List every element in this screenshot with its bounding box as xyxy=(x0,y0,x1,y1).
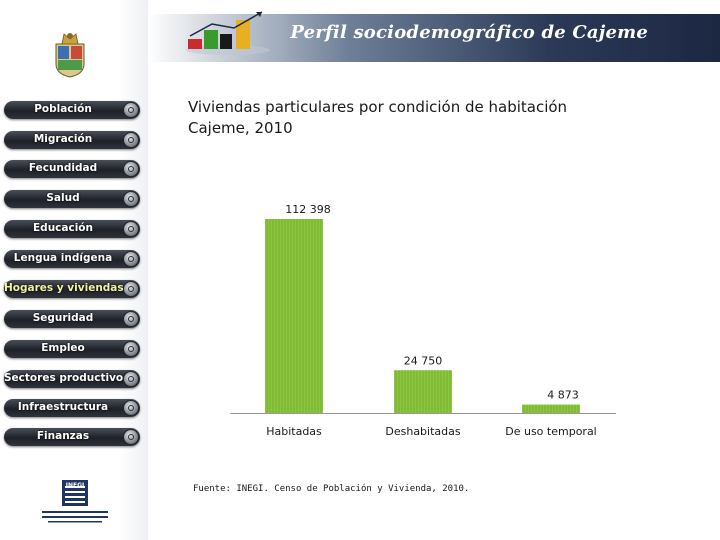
sidebar-item-label: Migración xyxy=(33,133,93,145)
sidebar-item-label: Sectores productivos xyxy=(4,372,130,384)
sidebar-item-seguridad[interactable]: Seguridad xyxy=(4,310,140,328)
sidebar-item-salud[interactable]: Salud xyxy=(4,190,140,208)
category-label: Habitadas xyxy=(266,425,322,438)
sidebar-item-hogares-y-viviendas[interactable]: Hogares y viviendas xyxy=(4,280,140,298)
nav-knob-icon xyxy=(123,341,139,357)
municipal-crest-icon xyxy=(55,33,85,78)
bar-texture xyxy=(523,404,579,413)
sidebar-item-empleo[interactable]: Empleo xyxy=(4,340,140,358)
sidebar-item-finanzas[interactable]: Finanzas xyxy=(4,428,140,446)
category-label: De uso temporal xyxy=(505,425,597,438)
sidebar-item-fecundidad[interactable]: Fecundidad xyxy=(4,160,140,178)
bar-texture xyxy=(395,370,451,413)
nav-knob-icon xyxy=(123,429,139,445)
category-label: Deshabitadas xyxy=(385,425,460,438)
nav-knob-icon xyxy=(123,371,139,387)
nav-knob-icon xyxy=(123,221,139,237)
sidebar-item-poblacion[interactable]: Población xyxy=(4,101,140,119)
sidebar-item-label: Educación xyxy=(33,222,93,234)
data-label: 4 873 xyxy=(547,389,579,402)
nav-knob-icon xyxy=(123,161,139,177)
inegi-logo-icon: INEGI xyxy=(42,480,108,523)
chart-title-block: Viviendas particulares por condición de … xyxy=(188,97,567,139)
sidebar-item-label: Lengua indígena xyxy=(13,252,113,264)
data-label: 24 750 xyxy=(404,354,443,367)
nav-knob-icon xyxy=(123,102,139,118)
sidebar-item-label: Fecundidad xyxy=(28,162,98,174)
sidebar-item-label: Finanzas xyxy=(36,430,90,442)
sidebar-item-label: Empleo xyxy=(41,342,85,354)
sidebar-item-label: Seguridad xyxy=(32,312,94,324)
sidebar: Población Migración Fecundidad Salud Educaci… xyxy=(0,0,148,540)
chart-source: Fuente: INEGI. Censo de Población y Vivi… xyxy=(193,484,470,494)
sidebar-item-label: Salud xyxy=(46,192,80,204)
nav-knob-icon xyxy=(123,191,139,207)
sidebar-item-label: Población xyxy=(34,103,92,115)
bar-chart-logo-icon xyxy=(186,11,270,55)
data-label: 112 398 xyxy=(285,203,331,216)
nav-knob-icon xyxy=(123,281,139,297)
sidebar-item-label: Infraestructura xyxy=(17,401,109,413)
nav-knob-icon xyxy=(123,132,139,148)
nav-knob-icon xyxy=(123,251,139,267)
header: Perfil sociodemográfico de Cajeme xyxy=(0,0,720,62)
inegi-logo-text: INEGI xyxy=(66,482,85,489)
sidebar-item-lengua-indigena[interactable]: Lengua indígena xyxy=(4,250,140,268)
chart-subtitle: Cajeme, 2010 xyxy=(188,119,293,137)
bar-texture xyxy=(266,219,322,413)
sidebar-item-sectores-productivos[interactable]: Sectores productivos xyxy=(4,370,140,388)
nav-knob-icon xyxy=(123,311,139,327)
chart-title: Viviendas particulares por condición de … xyxy=(188,98,568,116)
page-title: Perfil sociodemográfico de Cajeme xyxy=(290,22,648,43)
nav-knob-icon xyxy=(123,400,139,416)
sidebar-item-migracion[interactable]: Migración xyxy=(4,131,140,149)
sidebar-item-label: Hogares y viviendas xyxy=(4,282,124,294)
sidebar-item-infraestructura[interactable]: Infraestructura xyxy=(4,399,140,417)
sidebar-item-educacion[interactable]: Educación xyxy=(4,220,140,238)
